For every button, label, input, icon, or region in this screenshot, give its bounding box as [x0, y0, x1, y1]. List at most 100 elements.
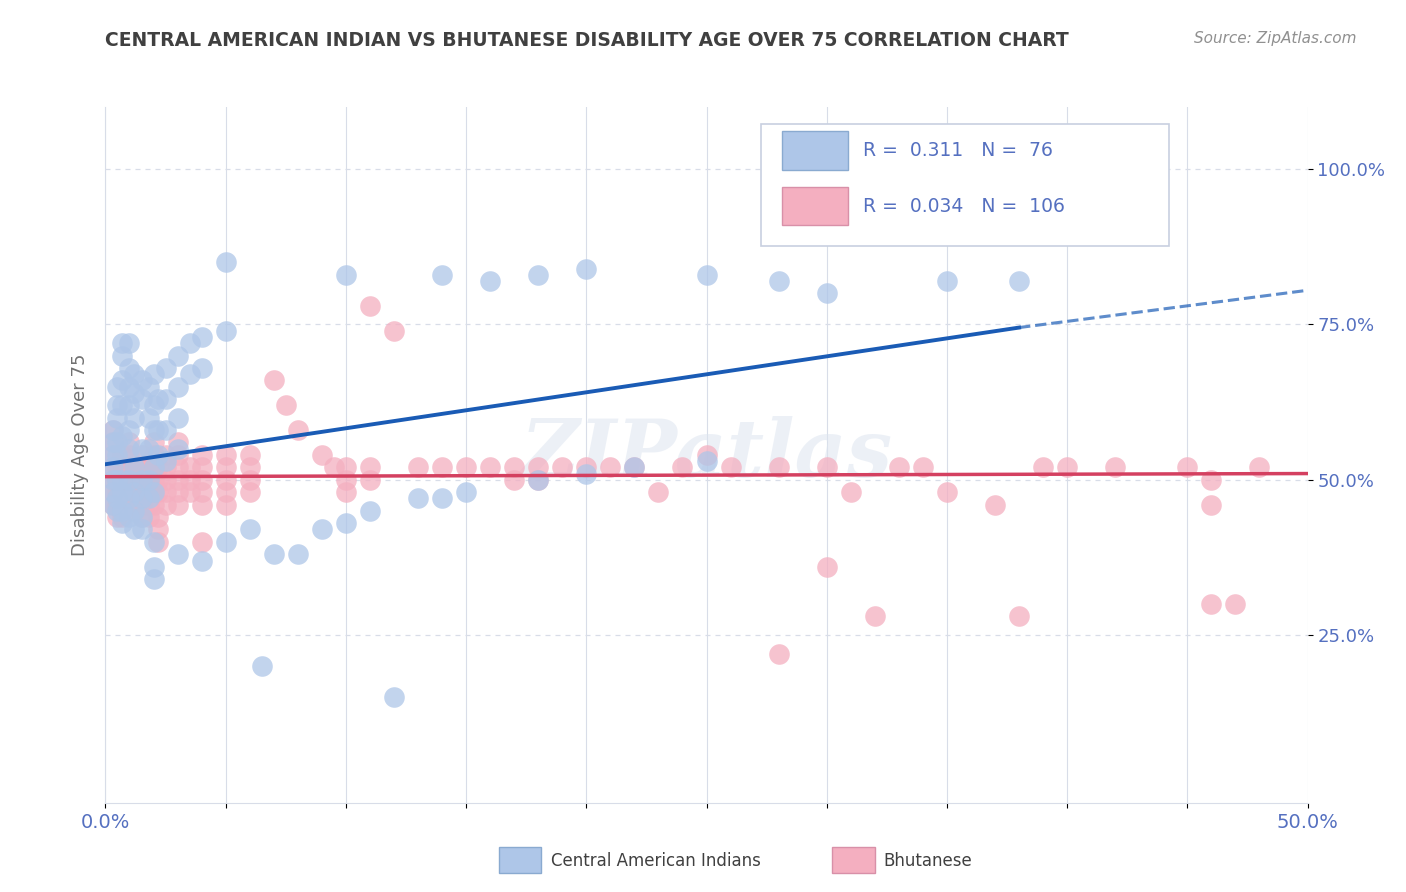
Point	[131, 491, 153, 506]
Point	[166, 473, 188, 487]
Point	[1056, 460, 1078, 475]
Point	[131, 510, 153, 524]
Point	[107, 485, 129, 500]
Point	[138, 442, 160, 456]
Point	[131, 473, 153, 487]
Point	[138, 491, 160, 506]
Point	[190, 534, 212, 549]
Point	[454, 460, 477, 475]
Point	[503, 460, 526, 475]
Point	[239, 523, 262, 537]
Point	[936, 274, 959, 288]
FancyBboxPatch shape	[782, 131, 848, 169]
Point	[527, 473, 550, 487]
Point	[138, 473, 160, 487]
Point	[190, 460, 212, 475]
Point	[575, 261, 598, 276]
Point	[124, 523, 146, 537]
Point	[111, 336, 134, 351]
Point	[142, 572, 165, 586]
Point	[190, 473, 212, 487]
Point	[696, 268, 718, 282]
FancyBboxPatch shape	[761, 124, 1170, 246]
Point	[768, 274, 790, 288]
Point	[101, 498, 124, 512]
Point	[671, 460, 693, 475]
Point	[430, 460, 453, 475]
Point	[138, 460, 160, 475]
Text: CENTRAL AMERICAN INDIAN VS BHUTANESE DISABILITY AGE OVER 75 CORRELATION CHART: CENTRAL AMERICAN INDIAN VS BHUTANESE DIS…	[105, 31, 1069, 50]
Point	[142, 485, 165, 500]
Point	[107, 435, 129, 450]
Point	[214, 460, 236, 475]
Point	[101, 498, 124, 512]
Point	[166, 435, 188, 450]
Point	[118, 379, 141, 393]
Point	[382, 324, 405, 338]
Point	[720, 460, 742, 475]
Point	[911, 460, 934, 475]
Point	[111, 485, 134, 500]
Point	[118, 510, 141, 524]
Point	[131, 442, 153, 456]
Point	[863, 609, 886, 624]
Point	[623, 460, 645, 475]
Point	[1225, 597, 1247, 611]
Point	[131, 473, 153, 487]
Point	[142, 398, 165, 412]
Point	[166, 485, 188, 500]
Point	[335, 460, 357, 475]
Point	[131, 373, 153, 387]
Point	[768, 647, 790, 661]
Point	[335, 473, 357, 487]
Point	[155, 485, 177, 500]
Point	[124, 367, 146, 381]
Point	[148, 460, 170, 475]
Point	[101, 435, 124, 450]
Point	[479, 460, 502, 475]
Point	[430, 268, 453, 282]
Point	[214, 534, 236, 549]
Point	[142, 534, 165, 549]
Point	[214, 448, 236, 462]
Point	[623, 460, 645, 475]
Point	[527, 460, 550, 475]
Point	[768, 460, 790, 475]
Text: ZIPatlas: ZIPatlas	[520, 417, 893, 493]
Point	[148, 523, 170, 537]
Point	[406, 491, 429, 506]
Point	[214, 255, 236, 269]
Point	[131, 485, 153, 500]
Point	[138, 510, 160, 524]
Point	[107, 379, 129, 393]
Point	[1032, 460, 1054, 475]
Point	[101, 473, 124, 487]
Point	[155, 454, 177, 468]
Point	[131, 448, 153, 462]
Point	[142, 498, 165, 512]
Text: Source: ZipAtlas.com: Source: ZipAtlas.com	[1194, 31, 1357, 46]
Point	[107, 410, 129, 425]
Point	[359, 473, 381, 487]
Point	[107, 504, 129, 518]
Point	[166, 410, 188, 425]
Point	[263, 373, 285, 387]
Point	[190, 448, 212, 462]
Point	[696, 448, 718, 462]
Point	[118, 435, 141, 450]
Point	[214, 485, 236, 500]
Point	[239, 460, 262, 475]
Point	[148, 485, 170, 500]
Point	[138, 485, 160, 500]
Point	[101, 435, 124, 450]
Point	[101, 423, 124, 437]
Point	[166, 442, 188, 456]
Point	[124, 460, 146, 475]
Point	[166, 379, 188, 393]
Point	[118, 398, 141, 412]
Point	[101, 460, 124, 475]
Point	[155, 361, 177, 376]
Point	[142, 367, 165, 381]
Point	[287, 423, 309, 437]
Point	[479, 274, 502, 288]
